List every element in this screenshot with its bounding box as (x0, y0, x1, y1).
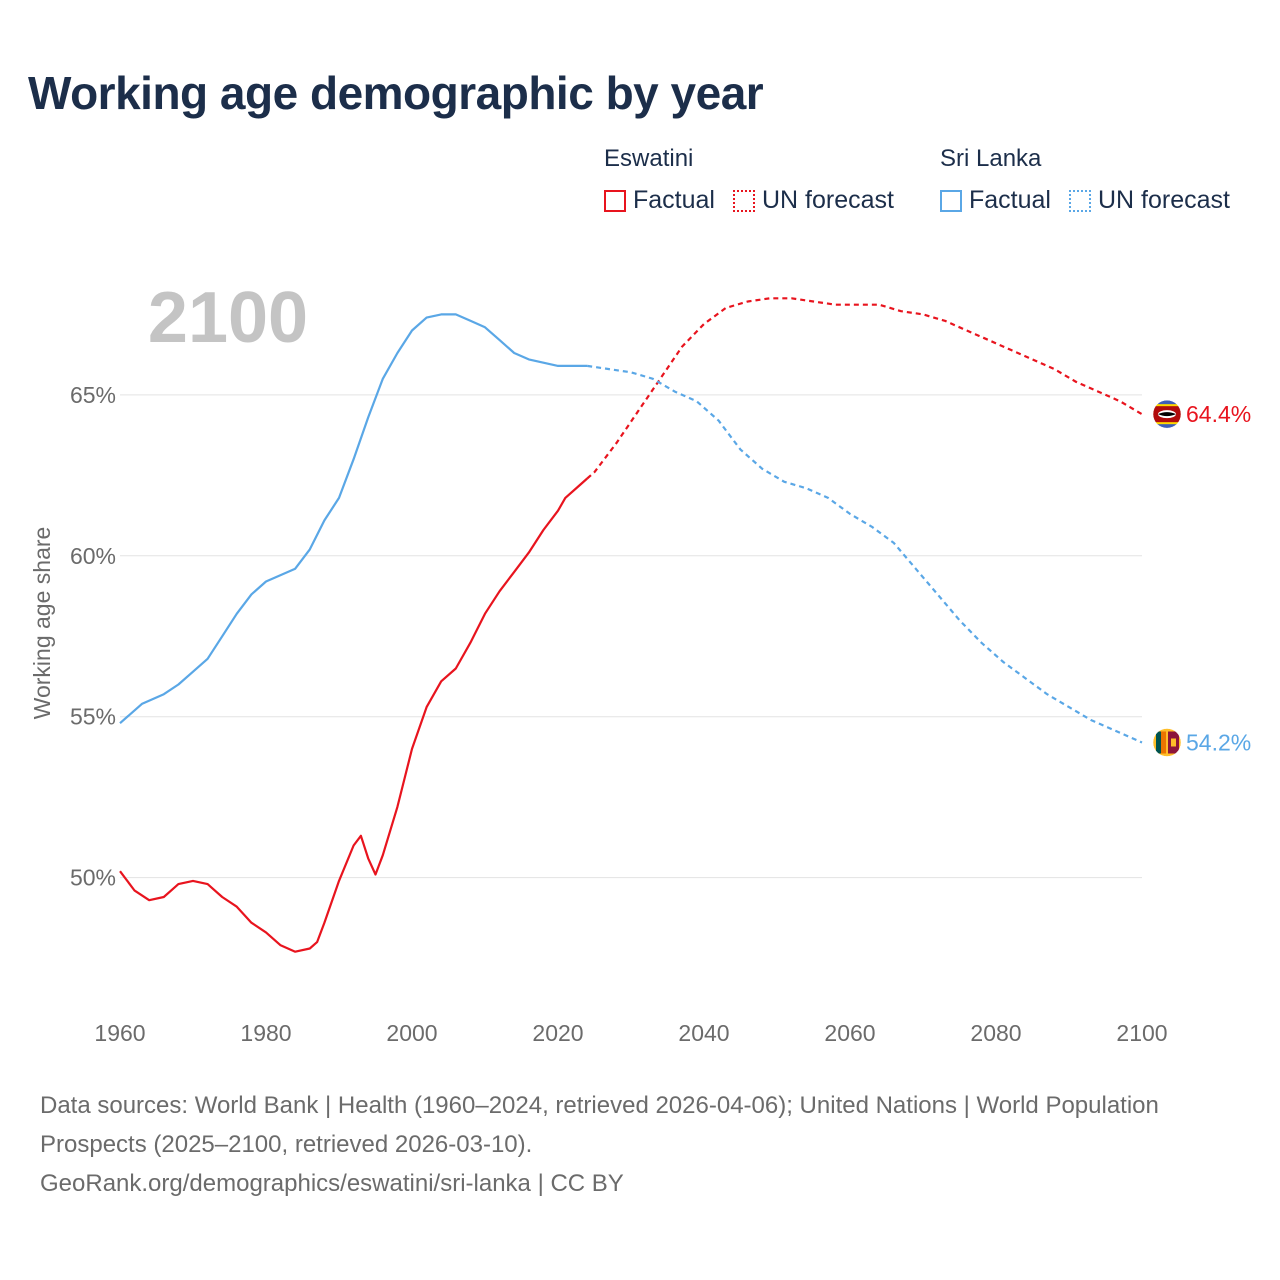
chart-title: Working age demographic by year (28, 67, 764, 119)
year-watermark: 2100 (148, 278, 308, 358)
footer: Data sources: World Bank | Health (1960–… (40, 1086, 1230, 1203)
x-tick-label: 2100 (1116, 1020, 1167, 1046)
legend-label: Factual (633, 186, 715, 214)
legend-solid-swatch (940, 189, 962, 212)
legend-sri-lanka-forecast[interactable]: UN forecast (1068, 186, 1230, 215)
legend-dotted-swatch (732, 189, 755, 212)
footer-sources: Data sources: World Bank | Health (1960–… (40, 1092, 1159, 1158)
y-tick-label: 65% (70, 382, 116, 408)
x-tick-label: 2040 (678, 1020, 729, 1046)
footer-attribution[interactable]: GeoRank.org/demographics/eswatini/sri-la… (40, 1170, 624, 1197)
end-value-label-eswatini: 64.4% (1186, 401, 1251, 427)
legend-label: UN forecast (761, 186, 894, 214)
legend-group-sri-lanka: Sri Lanka Factual UN forecast (940, 144, 1230, 215)
legend-label: Factual (969, 186, 1051, 214)
x-tick-label: 1960 (94, 1020, 145, 1046)
y-tick-label: 60% (70, 543, 116, 569)
x-tick-label: 2080 (970, 1020, 1021, 1046)
x-tick-label: 1980 (240, 1020, 291, 1046)
series-eswatini-forecast-line[interactable] (586, 297, 1143, 480)
legend-group-eswatini: Eswatini Factual UN forecast (604, 144, 912, 215)
legend-dotted-swatch (1068, 189, 1091, 212)
y-tick-label: 50% (70, 865, 116, 891)
legend-country-sri-lanka: Sri Lanka (940, 145, 1042, 172)
legend-label: UN forecast (1097, 186, 1230, 214)
end-value-label-sri-lanka: 54.2% (1186, 729, 1251, 755)
flag-sri-lanka-icon (1152, 728, 1182, 757)
legend-eswatini-forecast[interactable]: UN forecast (732, 186, 894, 215)
legend-solid-swatch (604, 189, 626, 212)
line-chart: 2100 Working age share 50% 55% 60% 65% 1960… (29, 278, 1251, 1046)
series-sri-lanka-forecast-line[interactable] (587, 364, 1143, 744)
legend-sri-lanka-factual[interactable]: Factual (940, 186, 1051, 215)
series-sri-lanka-factual-line[interactable] (119, 313, 588, 725)
flag-eswatini-icon (1152, 399, 1182, 429)
y-tick-label: 55% (70, 704, 116, 730)
series-eswatini-factual-line[interactable] (119, 477, 588, 953)
legend-eswatini-factual[interactable]: Factual (604, 186, 715, 215)
x-tick-label: 2000 (386, 1020, 437, 1046)
x-tick-label: 2020 (532, 1020, 583, 1046)
y-axis-label: Working age share (29, 527, 55, 720)
legend-country-eswatini: Eswatini (604, 145, 694, 172)
x-tick-label: 2060 (824, 1020, 875, 1046)
